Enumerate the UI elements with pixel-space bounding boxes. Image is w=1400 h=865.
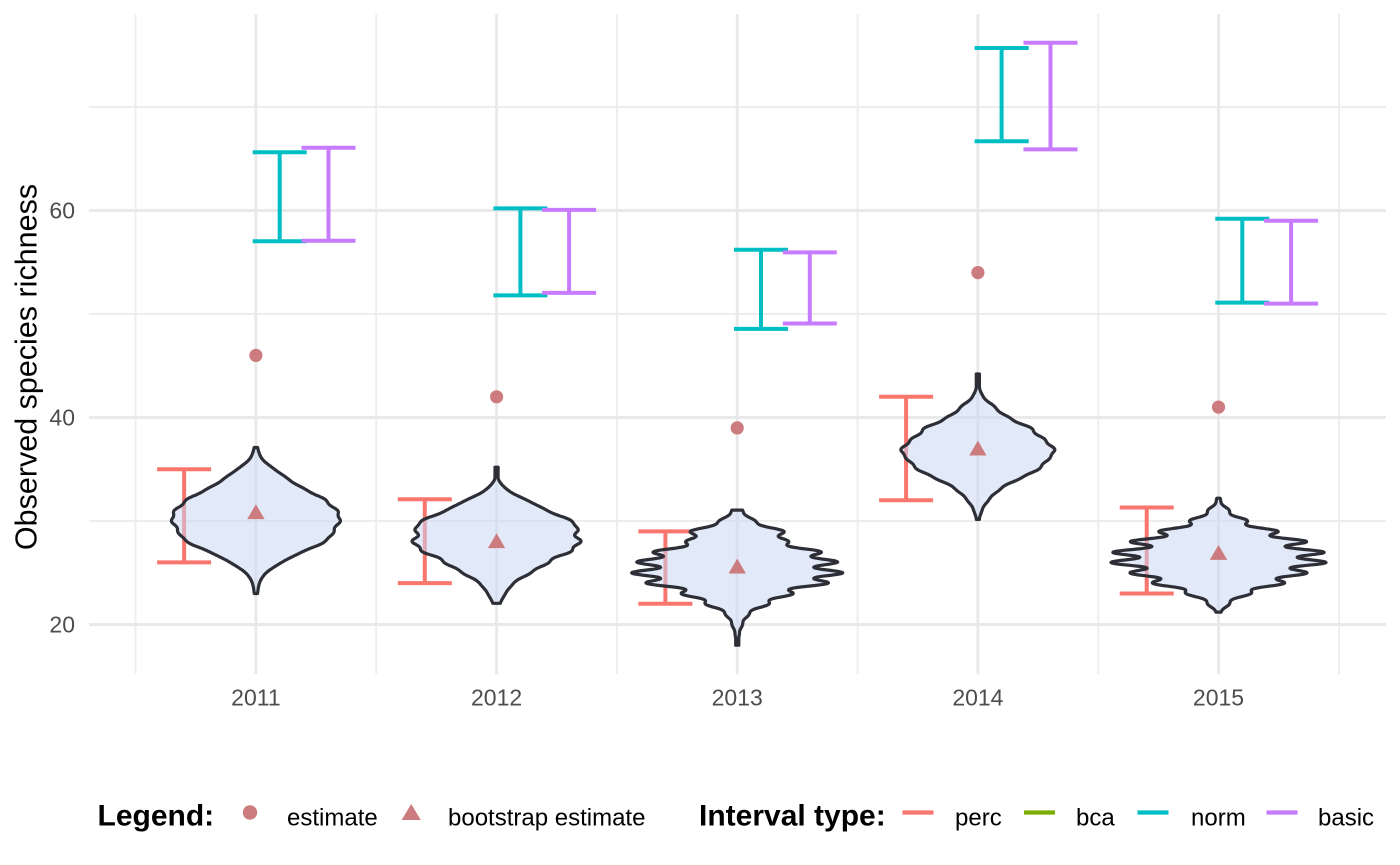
svg-text:perc: perc	[955, 805, 1002, 832]
svg-text:bca: bca	[1076, 805, 1115, 832]
svg-text:norm: norm	[1191, 805, 1246, 832]
svg-text:Interval type:: Interval type:	[699, 800, 886, 833]
svg-text:2014: 2014	[952, 685, 1003, 711]
svg-text:Observed species richness: Observed species richness	[10, 184, 44, 550]
svg-text:2013: 2013	[712, 685, 763, 711]
svg-text:60: 60	[49, 198, 75, 224]
svg-text:2011: 2011	[231, 685, 280, 711]
svg-text:bootstrap estimate: bootstrap estimate	[448, 805, 645, 832]
svg-text:estimate: estimate	[287, 805, 378, 832]
svg-text:20: 20	[49, 612, 75, 638]
svg-text:2015: 2015	[1193, 685, 1244, 711]
svg-text:40: 40	[49, 405, 75, 431]
svg-text:2012: 2012	[471, 685, 522, 711]
svg-text:Legend:: Legend:	[98, 800, 215, 833]
svg-text:basic: basic	[1318, 805, 1374, 832]
